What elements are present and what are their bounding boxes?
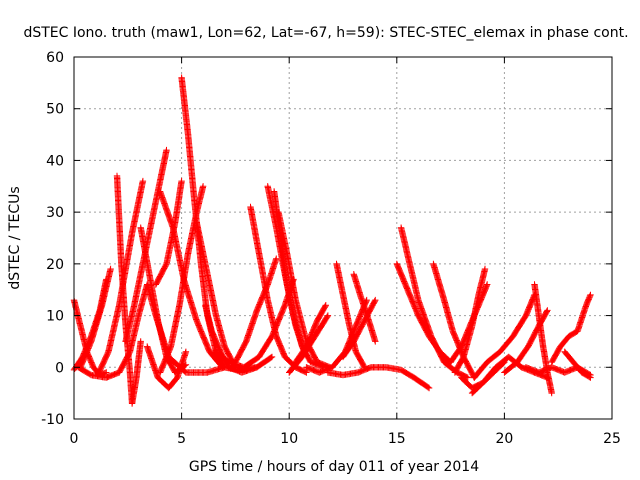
data-series (202, 302, 276, 376)
data-point (543, 308, 550, 315)
y-tick-label: -10 (41, 412, 64, 428)
data-point (302, 368, 309, 376)
data-point (290, 276, 297, 283)
y-tick-label: 20 (46, 257, 64, 273)
data-series (324, 364, 433, 392)
data-series (193, 219, 239, 371)
x-tick-label: 20 (495, 431, 513, 447)
data-point (372, 338, 379, 345)
data-point (268, 353, 276, 361)
y-tick-label: 50 (46, 102, 64, 118)
data-series (77, 265, 114, 371)
data-point (544, 307, 551, 314)
data-point (324, 312, 332, 319)
data-point (163, 146, 170, 154)
data-point (587, 374, 594, 381)
data-point (371, 298, 378, 305)
data-series (232, 255, 280, 366)
data-point (139, 177, 147, 185)
data-series (350, 271, 379, 345)
y-tick-label: 0 (55, 360, 64, 376)
x-tick-label: 25 (603, 431, 621, 447)
data-point (464, 374, 471, 381)
data-point (481, 265, 489, 273)
data-series (210, 276, 297, 371)
data-series (451, 265, 489, 376)
y-tick-label: 40 (46, 153, 64, 169)
data-series (548, 291, 594, 366)
plot-frame (73, 56, 613, 420)
x-tick-label: 5 (177, 431, 186, 447)
data-point (199, 183, 207, 190)
y-tick-label: 60 (46, 50, 64, 66)
data-series (561, 348, 594, 381)
data-marks (70, 74, 594, 407)
data-point (273, 255, 280, 262)
data-series (152, 177, 185, 288)
data-series (292, 302, 329, 366)
data-point (425, 384, 433, 392)
data-point (372, 296, 379, 304)
data-point (424, 384, 432, 391)
y-tick-label: 30 (46, 205, 64, 221)
data-point (107, 265, 114, 273)
x-tick-label: 15 (388, 431, 406, 447)
chart-title: dSTEC Iono. truth (maw1, Lon=62, Lat=-67… (23, 25, 628, 41)
x-tick-label: 0 (70, 431, 79, 447)
y-tick-label: 10 (46, 309, 64, 325)
data-series (70, 296, 110, 379)
data-point (322, 303, 329, 310)
data-point (178, 177, 185, 185)
data-point (137, 338, 144, 345)
data-series (397, 224, 471, 381)
data-series (144, 343, 190, 392)
x-tick-label: 10 (280, 431, 298, 447)
y-ticks: -10 0 10 20 30 40 50 60 (41, 50, 612, 428)
data-series (137, 224, 190, 376)
data-point (324, 313, 331, 320)
data-series (531, 281, 555, 397)
data-point (587, 291, 594, 299)
data-point (548, 389, 555, 397)
data-series (122, 146, 170, 345)
data-point (322, 302, 329, 309)
x-ticks: 0 5 10 15 20 25 (70, 57, 621, 447)
x-axis-label: GPS time / hours of day 011 of year 2014 (189, 459, 479, 475)
data-point (182, 348, 190, 355)
y-axis-label: dSTEC / TECUs (7, 186, 23, 289)
data-point (182, 361, 190, 368)
data-point (267, 354, 275, 361)
data-point (484, 281, 491, 288)
data-point (586, 373, 593, 381)
